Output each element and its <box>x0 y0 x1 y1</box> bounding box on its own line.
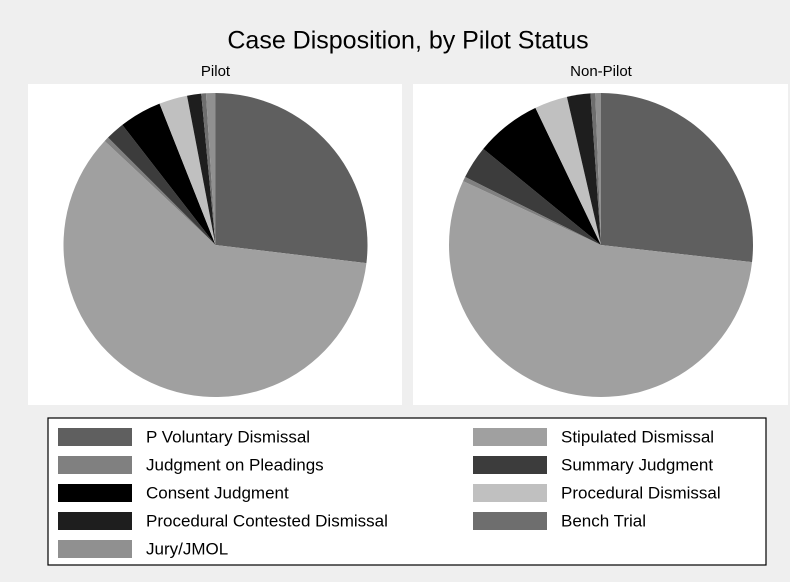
legend-label: Jury/JMOL <box>146 539 228 558</box>
legend-swatch <box>473 484 547 502</box>
legend-swatch <box>58 540 132 558</box>
pie-slice <box>205 93 216 245</box>
pie-slice <box>159 95 216 245</box>
pie-slice <box>215 93 368 264</box>
pie-slice <box>187 93 216 245</box>
legend-label: Procedural Dismissal <box>561 483 721 502</box>
panel-title: Non-Pilot <box>570 63 633 80</box>
chart-title: Case Disposition, by Pilot Status <box>227 27 588 55</box>
legend-label: Procedural Contested Dismissal <box>146 511 388 530</box>
legend-label: Judgment on Pleadings <box>146 455 324 474</box>
pie-slice <box>122 103 216 245</box>
pie-slice <box>63 140 367 397</box>
pie-slice <box>449 181 753 397</box>
legend-label: Stipulated Dismissal <box>561 427 714 446</box>
legend <box>47 417 767 566</box>
pie-slice <box>465 148 601 245</box>
pie-slice <box>108 124 216 245</box>
panel-title: Pilot <box>201 63 231 80</box>
legend-swatch <box>58 428 132 446</box>
legend-label: Consent Judgment <box>146 483 289 502</box>
legend-swatch <box>58 484 132 502</box>
legend-swatch <box>473 456 547 474</box>
legend-label: P Voluntary Dismissal <box>146 427 310 446</box>
pie-slice <box>104 137 216 245</box>
legend-swatch <box>473 428 547 446</box>
legend-swatch <box>473 512 547 530</box>
pie-slice <box>590 93 601 245</box>
pie-slice <box>463 176 601 245</box>
pie-slice <box>595 93 601 245</box>
pie-slice <box>483 107 601 245</box>
legend-swatch <box>58 456 132 474</box>
legend-label: Summary Judgment <box>561 455 713 474</box>
pie-slice <box>201 93 216 246</box>
pie-slice <box>535 96 601 245</box>
pie-slice <box>601 93 753 263</box>
pie-slice <box>566 93 601 245</box>
legend-label: Bench Trial <box>561 511 646 530</box>
legend-swatch <box>58 512 132 530</box>
